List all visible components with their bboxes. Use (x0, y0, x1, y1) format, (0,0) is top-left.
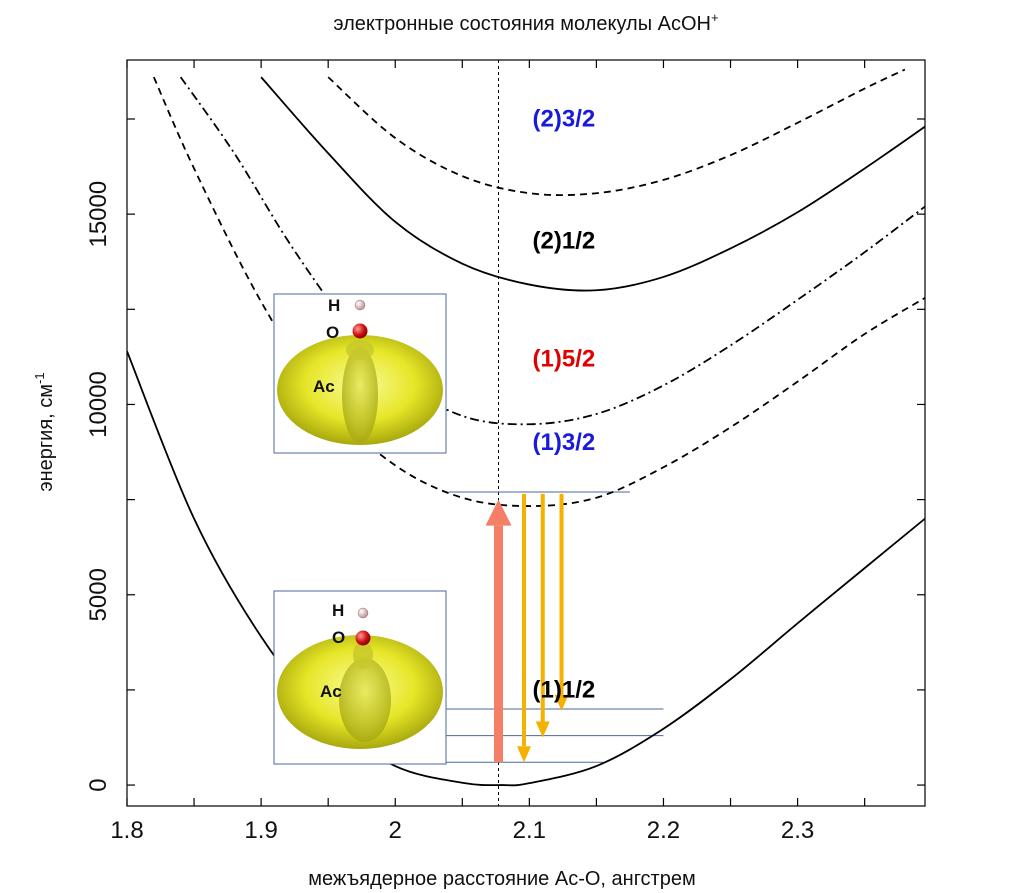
y-axis: 0 5000 10000 15000 (85, 118, 925, 792)
y-tick-label: 5000 (85, 568, 112, 621)
x-tick-label: 2 (389, 817, 402, 844)
emission-arrow-head (516, 746, 531, 763)
series-line (153, 76, 925, 507)
chart-title: электронные состояния молекулы AcOH+ (333, 10, 718, 35)
x-axis-label: межъядерное расстояние Ac-O, ангстрем (308, 868, 695, 890)
x-tick-label: 2.3 (781, 817, 814, 844)
inset-upper-neck (346, 340, 374, 360)
inset-upper-h-label: H (328, 296, 340, 315)
emission-arrow-head (535, 721, 550, 738)
series-line (327, 68, 906, 197)
x-axis: 1.8 1.9 2 2.1 2.2 2.3 (110, 60, 866, 844)
x-tick-label: 2.2 (647, 817, 680, 844)
inset-lower: H O Ac (273, 590, 447, 765)
inset-upper: H O Ac (273, 293, 447, 454)
state-label: (2)1/2 (533, 227, 596, 254)
inset-lower-ac-label: Ac (320, 682, 342, 701)
inset-lower-o-label: O (332, 628, 345, 647)
y-axis-label: энергия, см-1 (32, 372, 57, 491)
series-line (127, 350, 925, 787)
state-labels: (1)1/2 (1)3/2 (1)5/2 (2)1/2 (2)3/2 (533, 106, 596, 704)
inset-lower-core (339, 658, 391, 742)
excitation-arrow-head (485, 499, 512, 526)
state-label: (2)3/2 (533, 106, 596, 133)
state-label: (1)5/2 (533, 345, 596, 372)
inset-upper-core (342, 347, 378, 443)
y-tick-label: 15000 (85, 181, 112, 248)
emission-arrow-head (554, 694, 569, 711)
state-label: (1)1/2 (533, 677, 596, 704)
y-tick-label: 10000 (85, 371, 112, 438)
inset-lower-neck (353, 641, 373, 669)
inset-upper-h-atom (354, 299, 366, 311)
x-tick-label: 2.1 (513, 817, 546, 844)
series-line (260, 76, 925, 292)
plot-frame (126, 59, 926, 807)
inset-upper-o-label: O (326, 323, 339, 342)
inset-upper-o-atom (352, 323, 368, 339)
x-tick-label: 1.9 (244, 817, 277, 844)
y-tick-label: 0 (85, 778, 112, 791)
x-tick-label: 1.8 (110, 817, 143, 844)
plot-area (127, 60, 925, 806)
inset-upper-ac-label: Ac (313, 377, 335, 396)
inset-lower-h-atom (357, 607, 369, 619)
inset-lower-h-label: H (332, 601, 344, 620)
inset-lower-o-atom (355, 630, 371, 646)
state-label: (1)3/2 (533, 429, 596, 456)
